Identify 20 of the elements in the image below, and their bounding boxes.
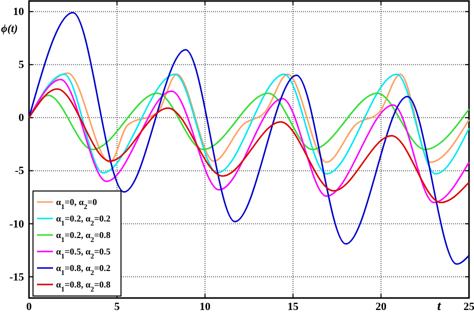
legend-label: α$_{1}$=0.8, α$_{2}$=0.2: [56, 263, 112, 277]
y-tick-label: 10: [13, 6, 24, 18]
x-tick-label: 5: [114, 300, 120, 313]
legend-label: α$_{1}$=0.5, α$_{2}$=0.5: [56, 246, 112, 260]
y-tick-label: -5: [14, 165, 24, 178]
x-tick-label: 10: [200, 300, 211, 313]
y-tick-label: -10: [9, 218, 24, 230]
x-axis-title: t: [437, 298, 442, 313]
y-tick-label: 5: [18, 59, 24, 72]
y-tick-label: -15: [9, 271, 24, 284]
x-tick-label: 15: [288, 300, 299, 313]
legend-label: α$_{1}$=0.2, α$_{2}$=0.8: [56, 230, 112, 244]
y-axis-title: ϕ(t): [1, 23, 18, 35]
legend-label: α$_{1}$=0, α$_{2}$=0: [56, 197, 98, 211]
line-series: [28, 12, 470, 265]
x-tick-label: 25: [464, 300, 474, 313]
legend-label: α$_{1}$=0.8, α$_{2}$=0.8: [56, 280, 112, 294]
y-tick-label: 0: [18, 112, 24, 124]
x-tick-label: 20: [376, 300, 387, 313]
legend-label: α$_{1}$=0.2, α$_{2}$=0.2: [56, 214, 112, 228]
